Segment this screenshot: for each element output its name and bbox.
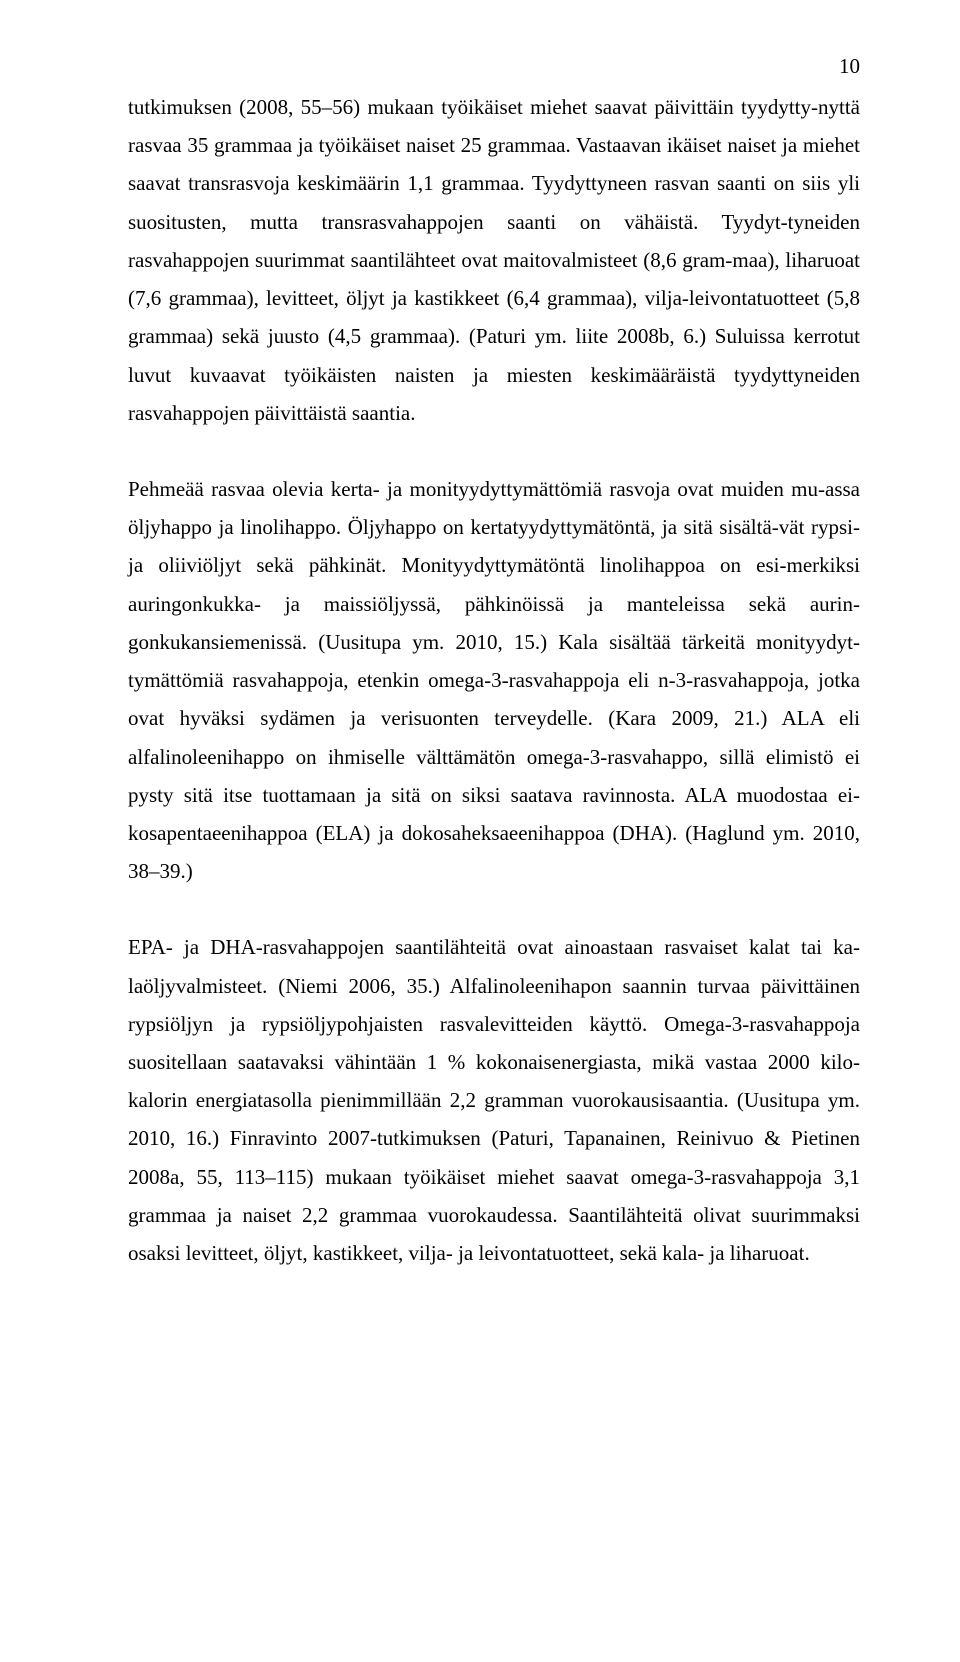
paragraph: tutkimuksen (2008, 55–56) mukaan työikäi… [128,88,860,432]
body-text: tutkimuksen (2008, 55–56) mukaan työikäi… [128,88,860,1272]
page-number: 10 [839,54,860,79]
document-page: 10 tutkimuksen (2008, 55–56) mukaan työi… [0,0,960,1662]
paragraph: Pehmeää rasvaa olevia kerta- ja monityyd… [128,470,860,890]
paragraph: EPA- ja DHA-rasvahappojen saantilähteitä… [128,928,860,1272]
